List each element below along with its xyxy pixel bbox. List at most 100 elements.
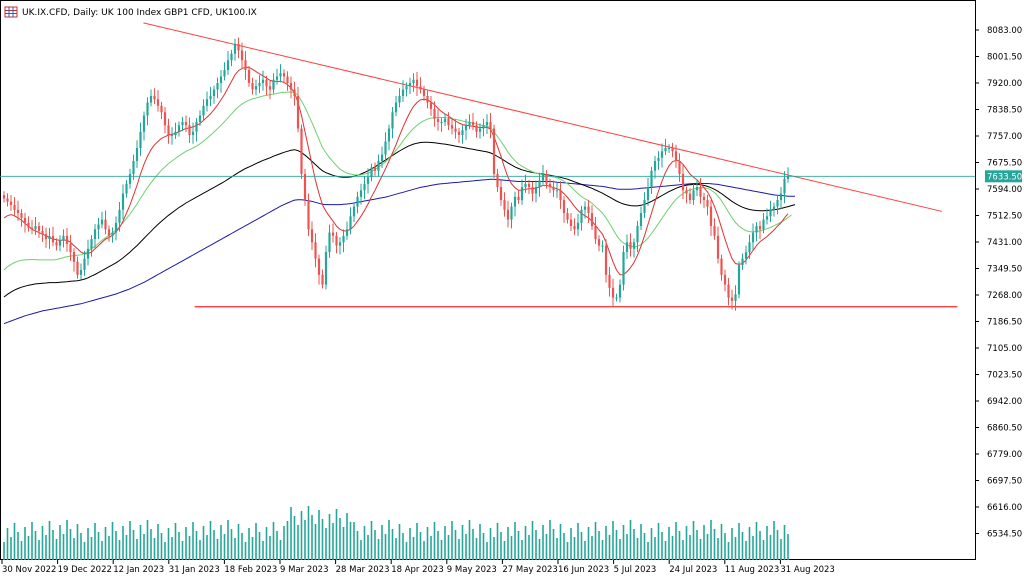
candle-body xyxy=(681,174,685,191)
volume-bar xyxy=(202,526,205,560)
candle-body xyxy=(618,284,622,298)
volume-bar xyxy=(535,530,537,560)
candle-body xyxy=(324,252,328,285)
candle-body xyxy=(499,187,503,201)
volume-bar xyxy=(710,520,712,560)
volume-bar xyxy=(293,516,296,560)
candle-body xyxy=(587,206,590,214)
candle-body xyxy=(485,122,489,126)
candle-body xyxy=(741,258,744,266)
candle-body xyxy=(261,79,265,83)
candle-body xyxy=(34,226,37,230)
volume-bar xyxy=(143,534,145,560)
candle-body xyxy=(146,102,149,116)
volume-bar xyxy=(538,539,541,560)
volume-bar xyxy=(174,523,177,560)
candle-body xyxy=(737,265,741,295)
candle-body xyxy=(667,148,671,150)
volume-bar xyxy=(591,536,593,560)
volume-bar xyxy=(559,524,562,560)
moving-average-slow-line xyxy=(3,141,796,298)
volume-bar xyxy=(769,535,772,560)
volume-bar xyxy=(402,533,404,560)
candle-body xyxy=(632,242,636,249)
candle-body xyxy=(559,190,562,201)
volume-bar xyxy=(496,523,499,560)
volume-bar xyxy=(419,532,422,560)
candle-body xyxy=(545,174,548,184)
volume-bar xyxy=(472,529,474,560)
volume-bar xyxy=(682,540,684,560)
volume-bar xyxy=(195,531,198,560)
volume-bar xyxy=(45,535,47,560)
candle-body xyxy=(331,232,335,236)
volume-bar xyxy=(241,533,243,560)
volume-bar xyxy=(594,522,597,560)
candle-body xyxy=(86,248,90,259)
volume-bar xyxy=(598,531,600,560)
candle-body xyxy=(352,206,356,217)
candle-body xyxy=(335,235,338,246)
candle-body xyxy=(601,245,604,247)
candle-body xyxy=(321,274,324,285)
volume-bar xyxy=(129,521,131,560)
volume-bar xyxy=(433,522,436,560)
candle-body xyxy=(723,274,727,285)
volume-bar xyxy=(724,533,726,560)
volume-bar xyxy=(339,518,341,560)
volume-bar xyxy=(545,534,548,560)
volume-bar xyxy=(661,532,663,560)
volume-bar xyxy=(717,538,719,560)
volume-bar xyxy=(265,527,268,560)
volume-bar xyxy=(780,539,782,560)
volume-bar xyxy=(727,542,730,560)
candle-body xyxy=(489,122,492,129)
candle-body xyxy=(384,141,387,155)
volume-bar xyxy=(580,532,583,560)
volume-bar xyxy=(577,523,579,560)
volume-bar xyxy=(97,532,100,560)
candle-body xyxy=(786,176,790,179)
price-tick-label: 7757.00 xyxy=(987,132,1022,142)
candle-body xyxy=(695,187,699,191)
candle-body xyxy=(163,112,167,126)
volume-bar xyxy=(517,531,520,560)
price-tick-label: 7675.50 xyxy=(987,159,1022,169)
candle-body xyxy=(629,242,632,249)
volume-bar xyxy=(384,534,387,560)
candle-body xyxy=(548,183,552,188)
candle-body xyxy=(597,239,601,246)
candle-body xyxy=(282,73,286,77)
volume-bar xyxy=(689,535,691,560)
candle-body xyxy=(653,161,657,171)
candle-body xyxy=(366,177,370,184)
candle-body xyxy=(373,167,377,171)
candle-body xyxy=(247,69,251,83)
candle-body xyxy=(524,183,527,188)
volume-bar xyxy=(461,525,464,560)
candle-body xyxy=(447,118,450,126)
date-tick-label: 31 Aug 2023 xyxy=(780,565,834,575)
candle-body xyxy=(191,131,195,136)
volume-bar xyxy=(444,526,446,560)
candle-body xyxy=(268,86,272,90)
volume-bar xyxy=(48,521,51,560)
volume-bar xyxy=(150,529,152,560)
volume-bar xyxy=(587,527,590,560)
price-tick-label: 7186.50 xyxy=(987,318,1022,328)
volume-bar xyxy=(451,521,453,560)
volume-bar xyxy=(223,534,226,560)
candle-body xyxy=(436,118,440,123)
candle-body xyxy=(776,200,779,207)
volume-bar xyxy=(685,526,688,560)
volume-bar xyxy=(489,528,492,560)
volume-bar xyxy=(115,531,117,560)
candle-body xyxy=(510,206,513,220)
candle-body xyxy=(755,226,758,233)
candle-body xyxy=(534,187,538,194)
date-tick-label: 12 Jan 2023 xyxy=(113,565,164,575)
candle-body xyxy=(443,118,447,123)
candle-body xyxy=(44,234,48,240)
